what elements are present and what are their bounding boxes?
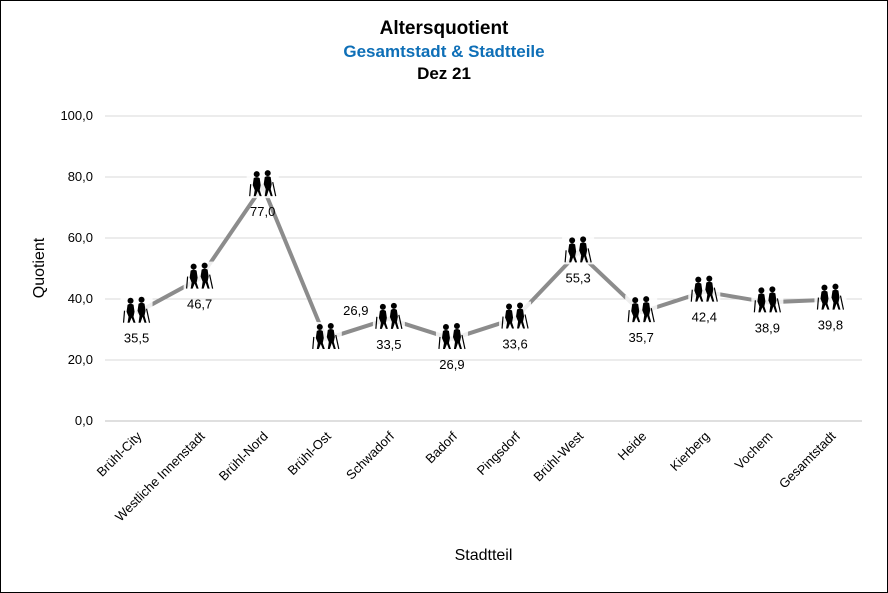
data-label: 35,7: [629, 330, 654, 345]
data-label: 55,3: [565, 270, 590, 285]
elderly-couple-icon: [751, 285, 784, 315]
y-tick-labels: 0,0 20,0 40,0 60,0 80,0 100,0: [60, 108, 93, 428]
x-tick-label: Kierberg: [667, 429, 712, 474]
elderly-couple-icon: [120, 295, 153, 325]
data-label: 33,6: [502, 337, 527, 352]
x-tick-label: Pingsdorf: [474, 428, 524, 478]
elderly-couple-icon: [309, 321, 342, 351]
x-tick-label: Brühl-Nord: [216, 429, 271, 484]
chart-title: Altersquotient: [379, 18, 509, 39]
gridlines: [105, 115, 862, 422]
elderly-couple-icon: [372, 301, 405, 331]
elderly-couple-icon: [562, 235, 595, 265]
data-label: 42,4: [692, 310, 717, 325]
x-axis-title: Stadtteil: [455, 547, 513, 564]
y-tick-label: 0,0: [75, 413, 93, 428]
x-tick-label: Brühl-West: [530, 428, 586, 484]
elderly-couple-icon: [183, 261, 216, 291]
y-tick-label: 60,0: [68, 230, 93, 245]
data-label: 46,7: [187, 297, 212, 312]
elderly-couple-icon: [688, 274, 721, 304]
data-label: 26,9: [439, 357, 464, 372]
x-tick-label: Heide: [615, 429, 650, 464]
data-label: 35,5: [124, 331, 149, 346]
elderly-couple-icon: [435, 321, 468, 351]
y-tick-label: 80,0: [68, 169, 93, 184]
series-line-path: [135, 184, 831, 341]
y-tick-label: 20,0: [68, 352, 93, 367]
x-tick-label: Schwadorf: [343, 428, 397, 482]
elderly-couple-icon: [499, 301, 532, 331]
y-tick-label: 100,0: [60, 108, 93, 123]
x-tick-label: Gesamtstadt: [776, 428, 839, 491]
series-markers: [120, 169, 847, 351]
data-label: 39,8: [818, 318, 843, 333]
series-line: [135, 184, 831, 341]
chart-subtitle: Gesamtstadt & Stadtteile: [343, 42, 545, 61]
data-label: 33,5: [376, 337, 401, 352]
x-tick-label: Brühl-City: [94, 428, 145, 479]
data-label: 26,9: [343, 303, 368, 318]
data-label: 77,0: [250, 204, 275, 219]
elderly-couple-icon: [625, 295, 658, 325]
data-label: 38,9: [755, 320, 780, 335]
x-tick-label: Vochem: [732, 429, 776, 473]
title-block: Altersquotient Gesamtstadt & Stadtteile …: [1, 17, 887, 85]
chart-date: Dez 21: [417, 64, 471, 83]
y-axis-title: Quotient: [31, 237, 48, 298]
x-tick-label: Badorf: [422, 428, 460, 466]
y-tick-label: 40,0: [68, 291, 93, 306]
data-labels: 35,5 46,7 77,0 26,9 33,5 26,9 33,6 55,3 35,7 42,4…: [124, 204, 843, 372]
elderly-couple-icon: [814, 282, 847, 312]
elderly-couple-icon: [246, 169, 279, 199]
x-tick-label: Brühl-Ost: [284, 428, 334, 478]
